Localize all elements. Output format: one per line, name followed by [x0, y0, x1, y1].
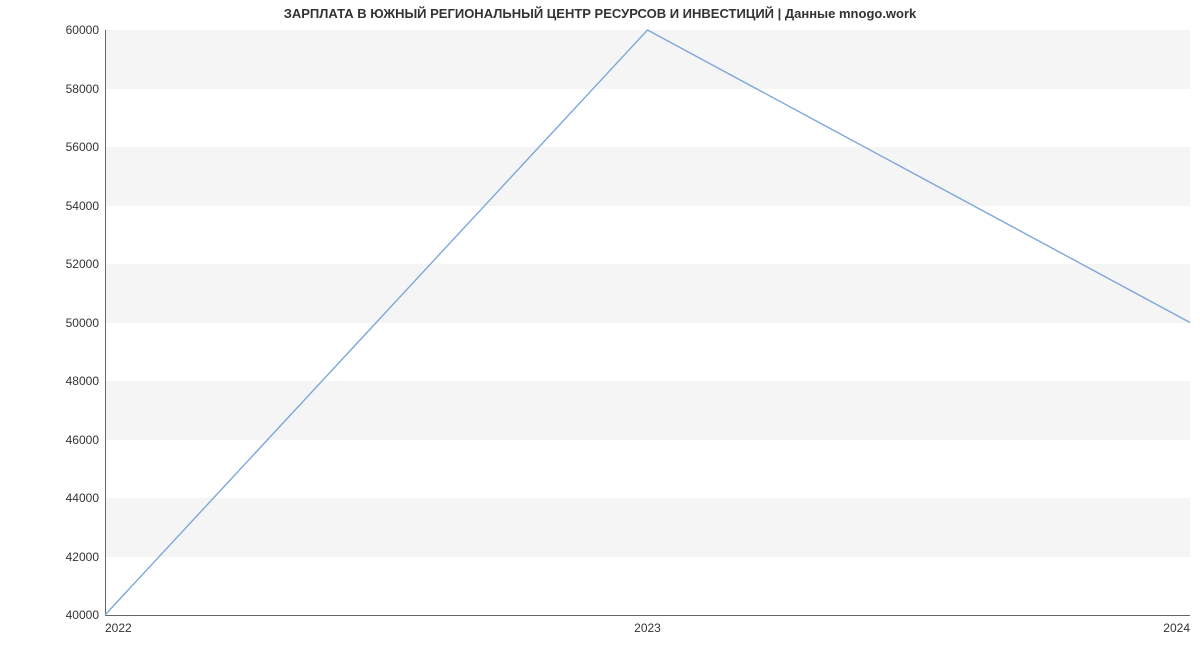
y-tick-label: 44000: [66, 491, 105, 505]
y-tick-label: 50000: [66, 316, 105, 330]
y-tick-label: 40000: [66, 608, 105, 622]
y-tick-label: 52000: [66, 257, 105, 271]
salary-line-chart: ЗАРПЛАТА В ЮЖНЫЙ РЕГИОНАЛЬНЫЙ ЦЕНТР РЕСУ…: [0, 0, 1200, 650]
y-tick-label: 56000: [66, 140, 105, 154]
x-axis-line: [105, 615, 1190, 616]
series-line-salary: [105, 30, 1190, 615]
x-tick-label: 2023: [634, 615, 661, 635]
y-tick-label: 46000: [66, 433, 105, 447]
x-tick-label: 2022: [105, 615, 132, 635]
y-tick-label: 42000: [66, 550, 105, 564]
y-tick-label: 60000: [66, 23, 105, 37]
y-tick-label: 58000: [66, 82, 105, 96]
y-tick-label: 54000: [66, 199, 105, 213]
plot-area: 4000042000440004600048000500005200054000…: [105, 30, 1190, 615]
y-tick-label: 48000: [66, 374, 105, 388]
x-tick-label: 2024: [1163, 615, 1190, 635]
chart-title: ЗАРПЛАТА В ЮЖНЫЙ РЕГИОНАЛЬНЫЙ ЦЕНТР РЕСУ…: [0, 6, 1200, 21]
series-layer: [105, 30, 1190, 615]
